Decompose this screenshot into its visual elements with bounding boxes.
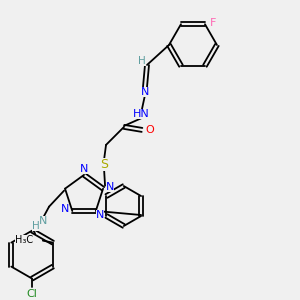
Text: F: F — [210, 18, 216, 28]
Text: N: N — [61, 204, 70, 214]
Text: N: N — [106, 182, 114, 192]
Text: N: N — [141, 87, 149, 97]
Text: N: N — [96, 210, 104, 220]
Text: N: N — [39, 216, 47, 226]
Text: H: H — [32, 220, 40, 231]
Text: O: O — [146, 125, 154, 135]
Text: H: H — [138, 56, 146, 66]
Text: S: S — [100, 158, 108, 171]
Text: H₃C: H₃C — [15, 235, 33, 244]
Text: N: N — [80, 164, 88, 174]
Text: Cl: Cl — [27, 289, 38, 298]
Text: HN: HN — [133, 109, 149, 119]
